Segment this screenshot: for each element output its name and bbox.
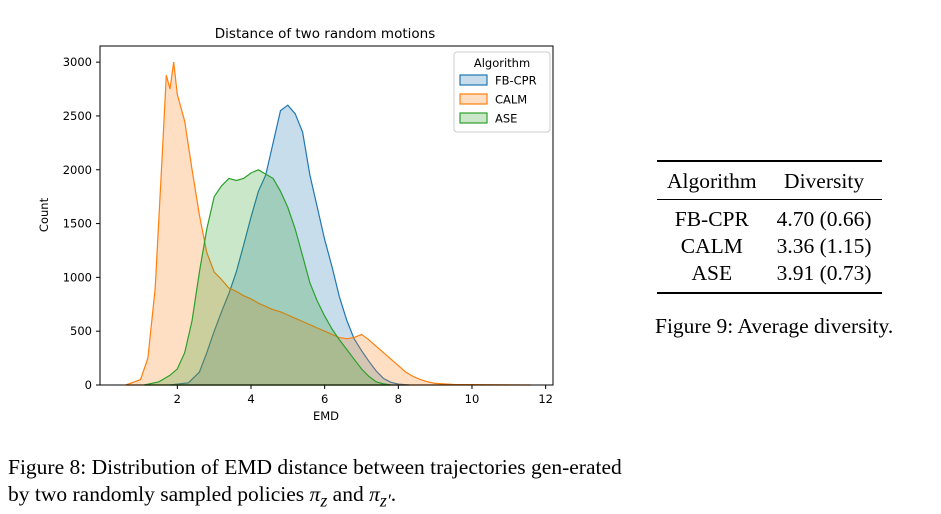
x-tick-label: 10 (465, 392, 480, 406)
table-row: CALM 3.36 (1.15) (657, 233, 882, 260)
figure-8-caption: Figure 8: Distribution of EMD distance b… (8, 454, 638, 514)
header-diversity: Diversity (784, 169, 865, 193)
y-tick-label: 0 (85, 378, 92, 392)
figure-9-caption: Figure 9: Average diversity. (655, 314, 893, 339)
legend-title: Algorithm (474, 56, 530, 70)
x-tick-label: 6 (321, 392, 328, 406)
pi-z-symbol: πz (309, 482, 328, 511)
x-axis-label: EMD (313, 409, 339, 423)
diversity-cell: 3.91 (0.73) (776, 261, 872, 285)
x-tick-label: 12 (538, 392, 553, 406)
y-tick-label: 1000 (63, 270, 92, 284)
table-row: FB-CPR 4.70 (0.66) (657, 200, 882, 234)
plot-frame (99, 45, 554, 386)
x-axis-ticks: 2 4 6 8 10 12 (174, 385, 553, 406)
x-tick-label: 8 (395, 392, 402, 406)
series-area-ase (144, 169, 392, 386)
table-row: ASE 3.91 (0.73) (657, 260, 882, 293)
y-axis-ticks: 0 500 1000 1500 2000 2500 3000 (63, 55, 100, 392)
chart-title: Distance of two random motions (215, 26, 435, 42)
figure-8-end: . (390, 482, 397, 506)
legend-box (453, 51, 551, 133)
figure-9-label: Figure 9: (655, 314, 734, 338)
pi-z-prime-symbol: πz′ (369, 482, 391, 511)
y-tick-label: 1500 (63, 217, 92, 231)
figure-9-text: Average diversity. (737, 314, 894, 338)
legend-swatch-calm (459, 93, 488, 105)
y-tick-label: 3000 (63, 55, 92, 69)
figure-8-label: Figure 8: (8, 455, 87, 479)
legend: Algorithm FB-CPR CALM ASE (453, 51, 551, 133)
table-header-row: Algorithm Diversity (657, 161, 882, 200)
y-tick-label: 2500 (63, 109, 92, 123)
legend-entries: FB-CPR CALM ASE (459, 74, 537, 126)
y-axis-label: Count (37, 197, 51, 232)
plot-areas (125, 62, 531, 386)
legend-label-fb-cpr: FB-CPR (495, 74, 537, 88)
y-tick-label: 2000 (63, 163, 92, 177)
legend-swatch-fb-cpr (459, 74, 488, 86)
algorithm-cell: CALM (680, 234, 743, 258)
header-algorithm: Algorithm (667, 169, 757, 193)
series-area-fb-cpr (169, 104, 410, 386)
y-tick-label: 500 (70, 324, 92, 338)
algorithm-cell: ASE (691, 261, 733, 285)
figure-8-text: Distribution of EMD distance between tra… (8, 455, 622, 506)
legend-label-ase: ASE (495, 112, 517, 126)
diversity-cell: 3.36 (1.15) (776, 234, 872, 258)
figure-8-joiner: and (332, 482, 364, 506)
diversity-cell: 4.70 (0.66) (776, 207, 872, 231)
x-tick-label: 4 (247, 392, 254, 406)
legend-label-calm: CALM (495, 93, 527, 107)
emd-distribution-chart: Distance of two random motions 2 4 6 8 10 12 … (37, 26, 554, 423)
legend-swatch-ase (459, 112, 488, 124)
diversity-table: Algorithm Diversity FB-CPR 4.70 (0.66) C… (657, 160, 882, 294)
x-tick-label: 2 (174, 392, 181, 406)
algorithm-cell: FB-CPR (674, 207, 749, 231)
series-area-calm (125, 62, 531, 386)
